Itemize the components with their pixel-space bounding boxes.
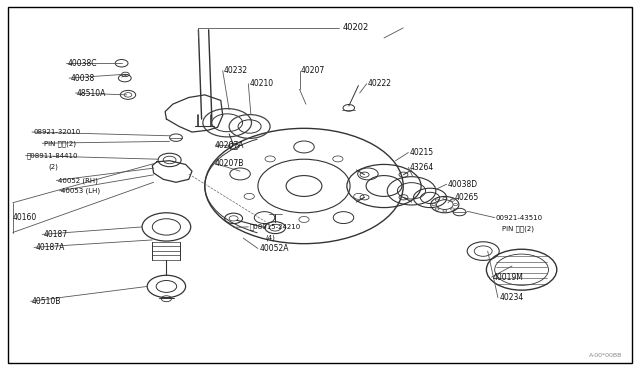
Text: 00921-43510: 00921-43510 xyxy=(496,215,543,221)
Text: PIN ピン(2): PIN ピン(2) xyxy=(502,225,534,232)
Text: ⓜ08915-24210: ⓜ08915-24210 xyxy=(250,224,301,230)
Text: (4): (4) xyxy=(266,234,275,241)
Text: 40265: 40265 xyxy=(454,193,479,202)
Text: 48510A: 48510A xyxy=(77,89,106,97)
Text: 40207: 40207 xyxy=(301,66,325,75)
Text: 40019M: 40019M xyxy=(493,273,524,282)
Text: 40234: 40234 xyxy=(499,293,524,302)
Text: 40202: 40202 xyxy=(342,23,369,32)
Text: 40052A: 40052A xyxy=(259,244,289,253)
Text: 40207B: 40207B xyxy=(214,159,244,168)
Text: 40052 (RH): 40052 (RH) xyxy=(58,177,97,184)
Text: 08921-32010: 08921-32010 xyxy=(33,129,81,135)
Text: 40510B: 40510B xyxy=(32,297,61,306)
Text: 40215: 40215 xyxy=(410,148,434,157)
Text: 40232: 40232 xyxy=(224,66,248,75)
Text: 40160: 40160 xyxy=(13,213,37,222)
Text: 40222: 40222 xyxy=(368,79,392,88)
Text: ⓝ08911-84410: ⓝ08911-84410 xyxy=(27,152,78,159)
Text: 40207A: 40207A xyxy=(214,141,244,150)
Text: 40187A: 40187A xyxy=(35,243,65,252)
Text: 40210: 40210 xyxy=(250,79,274,88)
Text: (2): (2) xyxy=(48,163,58,170)
Text: 40038: 40038 xyxy=(70,74,95,83)
Text: 40187: 40187 xyxy=(44,230,68,239)
Text: PIN ピン(2): PIN ピン(2) xyxy=(44,140,76,147)
Text: 40038C: 40038C xyxy=(67,59,97,68)
Text: 43264: 43264 xyxy=(410,163,434,172)
Text: 40053 (LH): 40053 (LH) xyxy=(61,187,100,194)
Text: A·00*00BB: A·00*00BB xyxy=(589,353,622,358)
Text: 40038D: 40038D xyxy=(448,180,478,189)
